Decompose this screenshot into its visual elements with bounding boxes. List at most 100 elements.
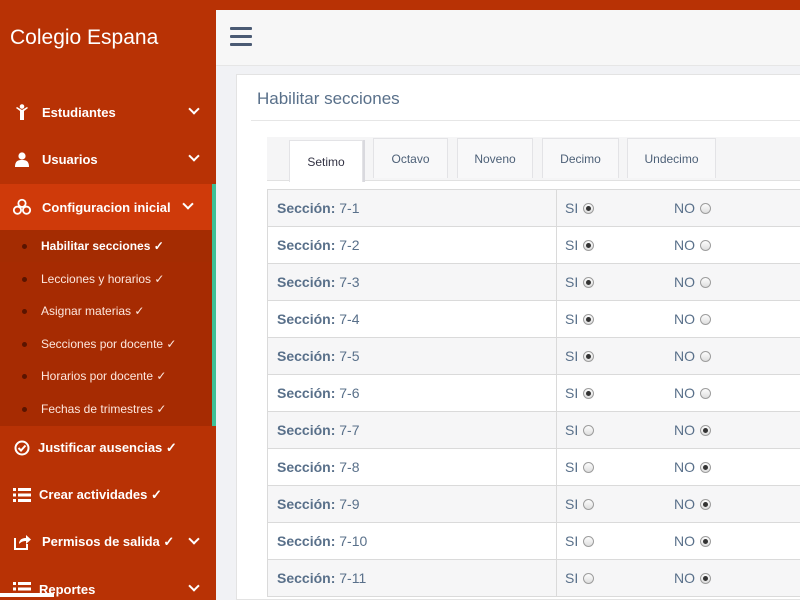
- radio-si-icon[interactable]: [583, 498, 595, 510]
- radio-si-icon[interactable]: [583, 387, 595, 399]
- section-name: 7-6: [339, 385, 360, 401]
- table-row: Sección: 7-9 SI NO: [267, 486, 800, 523]
- radio-no-icon[interactable]: [700, 350, 711, 362]
- bullet-icon: [22, 276, 27, 282]
- sidebar-item-usuarios[interactable]: Usuarios: [0, 136, 216, 182]
- submenu-item-fechas-trimestres[interactable]: Fechas de trimestres ✓: [0, 393, 212, 425]
- sidebar-item-permisos-salida[interactable]: Permisos de salida ✓: [0, 519, 216, 565]
- option-si[interactable]: SI: [565, 570, 595, 586]
- section-label: Sección: 7-9: [277, 496, 359, 512]
- radio-si-icon[interactable]: [583, 202, 595, 214]
- option-no[interactable]: NO: [674, 533, 711, 549]
- option-si[interactable]: SI: [565, 237, 595, 253]
- tab-setimo[interactable]: Setimo: [289, 140, 363, 182]
- sidebar-item-label: Crear actividades ✓: [39, 487, 162, 502]
- sidebar-scrollbar[interactable]: [0, 593, 54, 597]
- radio-si-icon[interactable]: [583, 535, 595, 547]
- tab-decimo[interactable]: Decimo: [542, 138, 619, 178]
- section-name: 7-8: [339, 459, 360, 475]
- option-no[interactable]: NO: [674, 459, 711, 475]
- section-prefix: Sección:: [277, 237, 336, 253]
- grade-tabs: Setimo Octavo Noveno Decimo Undecimo: [267, 137, 800, 182]
- section-prefix: Sección:: [277, 496, 336, 512]
- radio-si-icon[interactable]: [583, 572, 595, 584]
- option-si[interactable]: SI: [565, 200, 595, 216]
- chevron-down-icon: [188, 533, 200, 545]
- top-strip: [0, 0, 800, 10]
- option-si[interactable]: SI: [565, 274, 595, 290]
- radio-no-icon[interactable]: [700, 461, 711, 473]
- submenu-item-habilitar-secciones[interactable]: Habilitar secciones ✓: [0, 230, 212, 262]
- table-row: Sección: 7-7 SI NO: [267, 412, 800, 449]
- radio-si-icon[interactable]: [583, 424, 595, 436]
- tab-noveno[interactable]: Noveno: [457, 138, 533, 178]
- option-no[interactable]: NO: [674, 311, 711, 327]
- radio-si-icon[interactable]: [583, 276, 595, 288]
- option-no[interactable]: NO: [674, 348, 711, 364]
- option-no-label: NO: [674, 311, 695, 327]
- table-row: Sección: 7-6 SI NO: [267, 375, 800, 412]
- option-no-label: NO: [674, 200, 695, 216]
- option-si[interactable]: SI: [565, 496, 595, 512]
- option-si-label: SI: [565, 570, 579, 586]
- option-si[interactable]: SI: [565, 348, 595, 364]
- sidebar-item-crear-actividades[interactable]: Crear actividades ✓: [0, 472, 216, 518]
- radio-si-icon[interactable]: [583, 461, 595, 473]
- radio-si-icon[interactable]: [583, 350, 595, 362]
- radio-no-icon[interactable]: [700, 313, 711, 325]
- chevron-down-icon: [188, 150, 200, 162]
- sidebar-item-estudiantes[interactable]: Estudiantes: [0, 89, 216, 135]
- radio-no-icon[interactable]: [700, 535, 711, 547]
- section-prefix: Sección:: [277, 311, 336, 327]
- section-prefix: Sección:: [277, 348, 336, 364]
- section-label: Sección: 7-6: [277, 385, 359, 401]
- option-si-label: SI: [565, 200, 579, 216]
- radio-no-icon[interactable]: [700, 424, 711, 436]
- share-icon: [12, 532, 32, 552]
- column-divider: [556, 190, 557, 226]
- option-si[interactable]: SI: [565, 422, 595, 438]
- option-no-label: NO: [674, 237, 695, 253]
- option-no[interactable]: NO: [674, 237, 711, 253]
- section-label: Sección: 7-1: [277, 200, 359, 216]
- option-no[interactable]: NO: [674, 570, 711, 586]
- radio-si-icon[interactable]: [583, 239, 595, 251]
- menu-toggle-icon[interactable]: [230, 27, 252, 47]
- radio-no-icon[interactable]: [700, 239, 711, 251]
- submenu-item-lecciones-horarios[interactable]: Lecciones y horarios ✓: [0, 263, 212, 295]
- option-no[interactable]: NO: [674, 385, 711, 401]
- radio-no-icon[interactable]: [700, 202, 711, 214]
- submenu-item-label: Secciones por docente ✓: [41, 337, 177, 351]
- radio-si-icon[interactable]: [583, 313, 595, 325]
- sidebar-item-justificar-ausencias[interactable]: Justificar ausencias ✓: [0, 425, 216, 471]
- option-si[interactable]: SI: [565, 385, 595, 401]
- option-no[interactable]: NO: [674, 422, 711, 438]
- option-si[interactable]: SI: [565, 311, 595, 327]
- option-si[interactable]: SI: [565, 533, 595, 549]
- radio-no-icon[interactable]: [700, 387, 711, 399]
- tab-octavo[interactable]: Octavo: [373, 138, 448, 178]
- section-name: 7-4: [339, 311, 360, 327]
- section-name: 7-10: [339, 533, 368, 549]
- table-row: Sección: 7-3 SI NO: [267, 264, 800, 301]
- submenu-item-horarios-por-docente[interactable]: Horarios por docente ✓: [0, 360, 212, 392]
- option-no[interactable]: NO: [674, 274, 711, 290]
- submenu-item-asignar-materias[interactable]: Asignar materias ✓: [0, 295, 212, 327]
- option-si[interactable]: SI: [565, 459, 595, 475]
- radio-no-icon[interactable]: [700, 572, 711, 584]
- main-panel: Habilitar secciones Setimo Octavo Noveno…: [236, 74, 800, 600]
- option-no[interactable]: NO: [674, 200, 711, 216]
- table-row: Sección: 7-11 SI NO: [267, 560, 800, 597]
- submenu-item-secciones-por-docente[interactable]: Secciones por docente ✓: [0, 328, 212, 360]
- app-title[interactable]: Colegio Espana: [10, 26, 159, 49]
- submenu-item-label: Fechas de trimestres ✓: [41, 402, 167, 416]
- radio-no-icon[interactable]: [700, 498, 711, 510]
- tab-undecimo[interactable]: Undecimo: [627, 138, 716, 178]
- section-prefix: Sección:: [277, 459, 336, 475]
- option-si-label: SI: [565, 348, 579, 364]
- sidebar-item-configuracion[interactable]: Configuracion inicial: [0, 184, 216, 230]
- option-no[interactable]: NO: [674, 496, 711, 512]
- option-no-label: NO: [674, 385, 695, 401]
- radio-no-icon[interactable]: [700, 276, 711, 288]
- sidebar-item-label: Permisos de salida ✓: [42, 534, 175, 549]
